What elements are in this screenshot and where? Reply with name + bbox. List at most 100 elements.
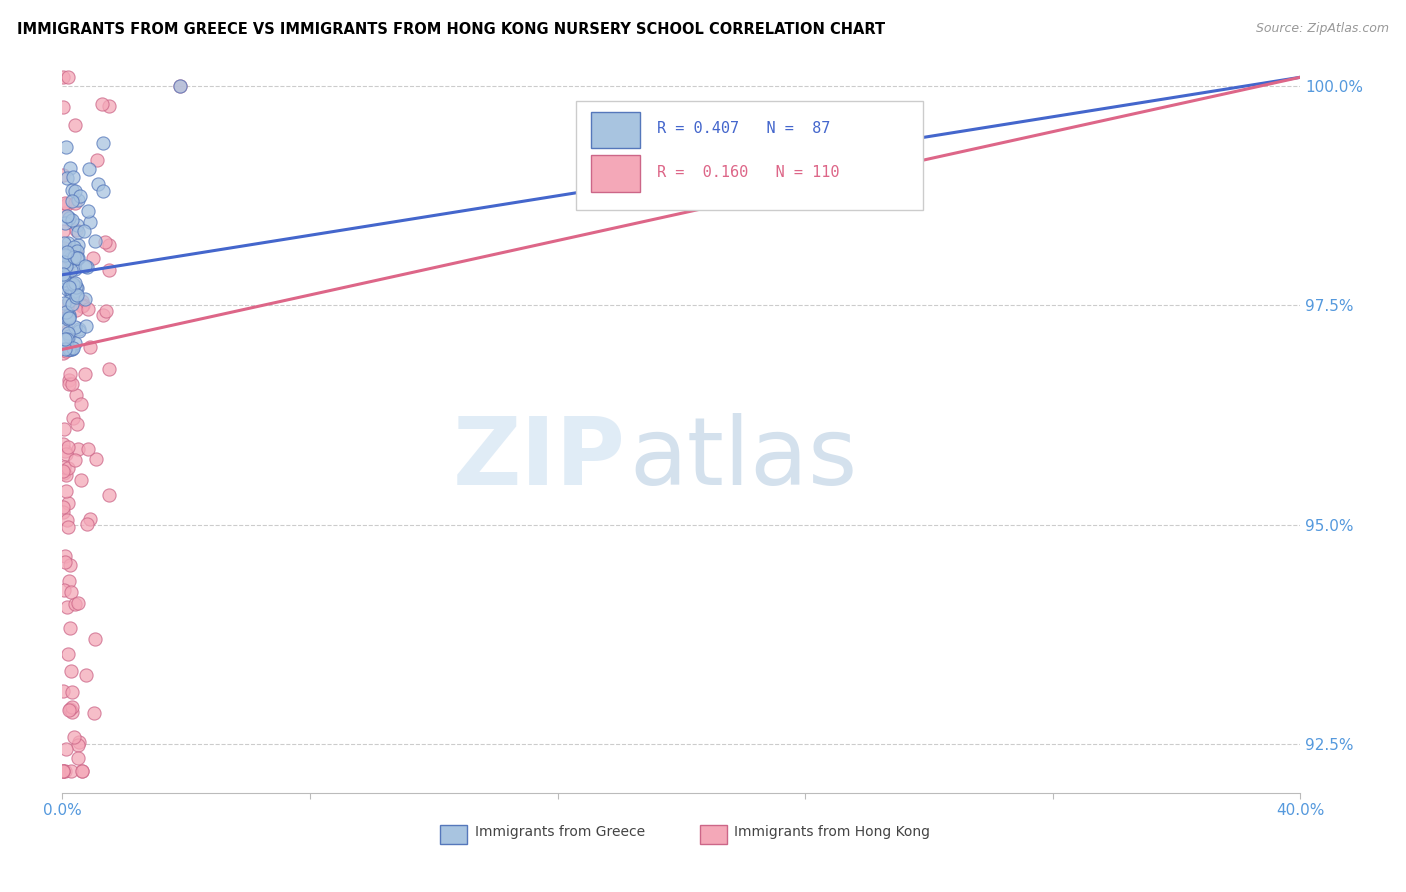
Point [97,238,120,252]
Point [58,703,80,717]
Point [73,367,96,381]
Point [65,290,87,304]
Text: IMMIGRANTS FROM GREECE VS IMMIGRANTS FROM HONG KONG NURSERY SCHOOL CORRELATION C: IMMIGRANTS FROM GREECE VS IMMIGRANTS FRO… [17,22,884,37]
Point [56,171,79,186]
Point [59,367,82,381]
Point [65,245,87,260]
Point [75,292,97,306]
Point [56,300,79,314]
Point [87,177,110,191]
Point [56,312,79,326]
Point [70,764,93,778]
Point [70,293,93,308]
Point [76,260,98,274]
Point [86,153,108,167]
Point [52,267,75,281]
Point [52,255,75,269]
Point [83,235,105,249]
Point [60,297,83,311]
Point [66,596,89,610]
Point [56,196,79,211]
Point [65,303,87,318]
Point [56,235,79,250]
Point [72,298,94,312]
Point [56,245,79,260]
Point [52,764,75,778]
Point [56,70,79,85]
Bar [591,155,640,192]
Point [75,259,97,273]
Point [66,244,89,258]
Point [69,189,91,203]
Point [58,329,80,343]
Point [52,346,75,360]
Point [53,555,76,569]
Point [55,468,77,483]
Point [67,322,90,336]
Point [169,78,191,93]
Point [53,206,76,220]
Point [62,730,84,744]
Point [60,377,83,392]
Point [60,252,83,266]
Point [66,750,89,764]
Point [52,70,75,85]
Point [52,240,75,254]
Point [59,285,82,300]
Point [91,308,114,322]
Point [55,344,77,359]
Point [66,251,89,265]
Point [69,397,91,411]
FancyBboxPatch shape [576,101,922,210]
Point [58,280,80,294]
Point [75,319,97,334]
Point [58,343,80,357]
Point [53,296,76,310]
Point [60,685,83,699]
Point [79,340,101,354]
Point [53,299,76,313]
Point [52,464,75,478]
Point [58,211,80,226]
Point [53,248,76,262]
Point [63,597,86,611]
Point [53,235,76,250]
Point [63,452,86,467]
Point [59,764,82,778]
Point [97,99,120,113]
Point [66,417,89,432]
Point [53,444,76,458]
Point [55,196,77,211]
Point [94,235,117,250]
Point [56,600,79,615]
Point [67,251,90,265]
Point [58,327,80,342]
Point [91,185,114,199]
Point [96,304,118,318]
Point [52,466,75,480]
Point [62,343,84,357]
Point [52,100,75,114]
Point [53,764,76,778]
Point [63,320,86,334]
Text: atlas: atlas [630,414,858,506]
Point [55,306,77,320]
Point [79,161,101,176]
Point [53,549,76,563]
Point [59,263,82,277]
Point [66,288,89,302]
Point [62,341,84,355]
Point [59,161,82,175]
Point [63,118,86,132]
Point [62,194,84,209]
Point [56,343,79,357]
Point [52,764,75,778]
Point [60,706,83,720]
Point [67,238,90,252]
Point [75,668,97,682]
Point [67,442,90,456]
Point [56,259,79,273]
Point [91,136,114,151]
Point [67,738,90,752]
Point [52,684,75,698]
